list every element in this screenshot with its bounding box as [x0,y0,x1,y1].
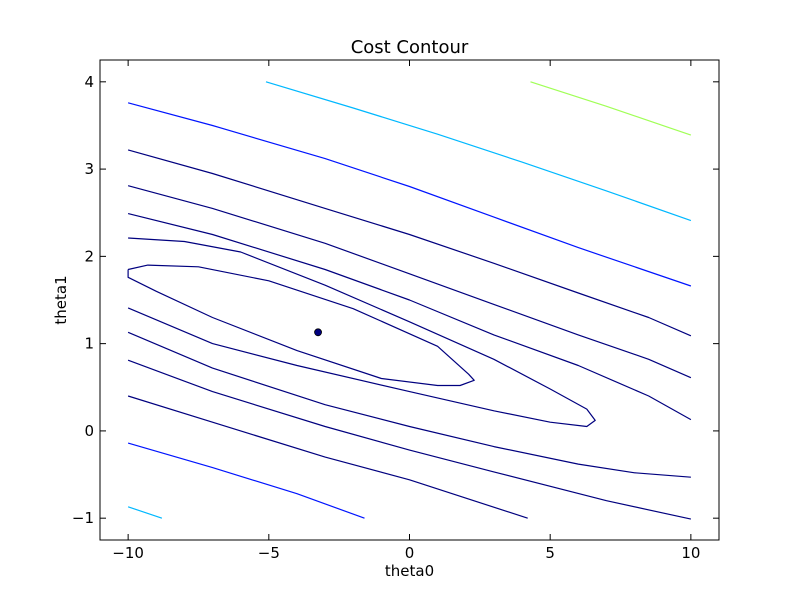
contour-line-1 [127,264,475,387]
y-tick-label-1: −1 [72,509,94,527]
contour-line-4 [127,359,692,520]
x-tick-label-3: 0 [405,544,415,562]
x-tick-label-5: 10 [681,544,700,562]
y-tick-label-5: 3 [84,160,94,178]
x-tick-label-2: −5 [258,544,280,562]
contour-line-13 [530,81,692,136]
contour-line-8 [127,149,692,337]
contour-line-6 [127,213,692,421]
contour-lines [127,81,692,520]
x-axis-label: theta0 [385,562,434,580]
y-axis-label: theta1 [52,275,70,324]
x-tick-label-1: −10 [112,544,144,562]
x-tick-label-4: 5 [545,544,555,562]
minimum-point-marker [314,328,322,337]
contour-line-11 [265,81,692,222]
contour-line-9 [127,102,692,287]
x-axis-ticks: −10 −5 0 5 10 [112,60,700,562]
contour-line-10 [127,442,365,519]
y-tick-label-3: 1 [84,335,94,353]
y-axis-ticks: −1 0 1 2 3 4 [72,73,719,527]
contour-line-12 [127,506,163,519]
contour-line-3 [127,331,691,478]
contour-line-7 [127,185,692,379]
y-tick-label-2: 0 [84,422,94,440]
contour-line-5 [127,395,528,519]
chart-title: Cost Contour [351,37,469,58]
y-tick-label-6: 4 [84,73,94,91]
y-tick-label-4: 2 [84,247,94,265]
contour-line-2 [127,237,596,428]
